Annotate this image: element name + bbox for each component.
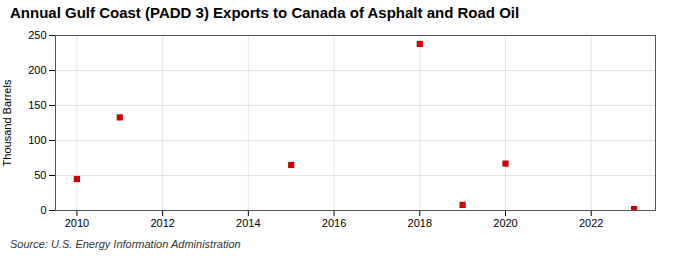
svg-text:0: 0	[40, 204, 46, 216]
svg-text:2016: 2016	[322, 217, 346, 229]
svg-text:2022: 2022	[579, 217, 603, 229]
svg-text:2012: 2012	[150, 217, 174, 229]
svg-text:2014: 2014	[236, 217, 260, 229]
svg-text:100: 100	[28, 134, 46, 146]
html-text:Source: U.S. Energy Informatio: Source: U.S. Energy Information Administ…	[10, 238, 241, 250]
html-text:Annual Gulf Coast (PADD 3) Exp: Annual Gulf Coast (PADD 3) Exports to Ca…	[10, 4, 520, 21]
svg-text:Thousand Barrels: Thousand Barrels	[1, 79, 13, 166]
svg-text:2020: 2020	[493, 217, 517, 229]
svg-text:150: 150	[28, 99, 46, 111]
svg-text:200: 200	[28, 64, 46, 76]
svg-text:250: 250	[28, 29, 46, 41]
svg-text:2010: 2010	[65, 217, 89, 229]
svg-text:2018: 2018	[408, 217, 432, 229]
svg-text:50: 50	[34, 169, 46, 181]
